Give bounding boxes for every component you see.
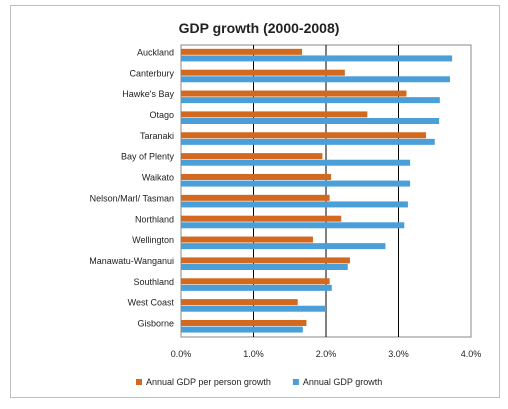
category-label: Waikato <box>142 173 174 183</box>
bar <box>181 319 307 326</box>
bar <box>181 55 453 62</box>
bar <box>181 299 298 306</box>
category-label: Manawatu-Wanganui <box>89 256 174 266</box>
x-tick-label: 4.0% <box>461 349 482 359</box>
bar <box>181 243 386 250</box>
bar <box>181 284 332 291</box>
bar <box>181 90 407 97</box>
bar <box>181 326 303 333</box>
category-label: Nelson/Marl/ Tasman <box>90 193 174 203</box>
bar <box>181 111 368 118</box>
x-tick-label: 2.0% <box>316 349 337 359</box>
category-labels: Auckland Canterbury Hawke's Bay Otago Tarana… <box>89 47 174 328</box>
bar <box>181 257 350 264</box>
bar <box>181 76 450 83</box>
bar <box>181 138 435 145</box>
bar <box>181 222 405 229</box>
bar <box>181 97 440 104</box>
category-label: Hawke's Bay <box>122 89 174 99</box>
legend: Annual GDP per person growth Annual GDP g… <box>136 377 382 387</box>
bar <box>181 153 323 160</box>
chart-title: GDP growth (2000-2008) <box>179 20 340 36</box>
bar <box>181 173 332 180</box>
bar <box>181 118 440 124</box>
bar <box>181 180 411 187</box>
legend-label: Annual GDP per person growth <box>146 377 271 387</box>
x-tick-labels: 0.0% 1.0% 2.0% 3.0% 4.0% <box>171 349 482 359</box>
bar <box>181 215 342 222</box>
category-label: Gisborne <box>137 319 174 329</box>
bar <box>181 236 313 243</box>
bar <box>181 132 427 139</box>
category-label: Southland <box>133 277 174 287</box>
category-label: West Coast <box>128 298 175 308</box>
category-label: Auckland <box>137 47 174 57</box>
legend-swatch <box>292 379 299 385</box>
legend-swatch <box>136 379 142 385</box>
bar <box>181 194 330 201</box>
bar <box>181 159 411 166</box>
bar <box>181 278 330 285</box>
bar <box>181 201 408 208</box>
category-label: Otago <box>149 110 174 120</box>
bar <box>181 305 326 312</box>
category-label: Bay of Plenty <box>121 152 175 162</box>
bar <box>181 69 345 76</box>
bar <box>181 48 303 55</box>
category-label: Wellington <box>132 235 174 245</box>
bar <box>181 264 348 270</box>
category-label: Northland <box>135 214 174 224</box>
x-tick-label: 3.0% <box>388 349 409 359</box>
x-tick-label: 1.0% <box>243 349 264 359</box>
bars <box>181 48 453 333</box>
category-label: Taranaki <box>140 131 174 141</box>
category-label: Canterbury <box>129 68 174 78</box>
x-tick-label: 0.0% <box>171 349 192 359</box>
legend-label: Annual GDP growth <box>303 377 382 387</box>
